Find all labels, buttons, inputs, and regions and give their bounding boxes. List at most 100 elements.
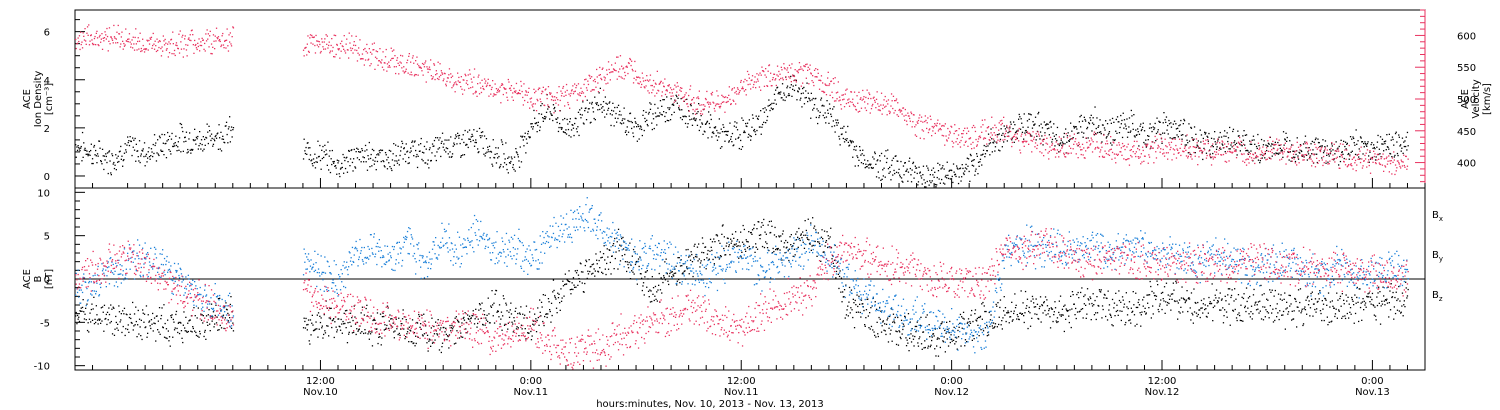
series-bx-point (535, 318, 537, 320)
velocity-series-point (872, 103, 874, 106)
density-series-point (221, 138, 223, 140)
velocity-series-point (182, 34, 184, 36)
velocity-series-point (655, 83, 657, 85)
series-bx-point (594, 270, 596, 272)
velocity-series-point (1264, 150, 1266, 153)
density-series-point (1361, 141, 1364, 143)
density-series-point (1335, 141, 1337, 143)
density-series-point (630, 120, 632, 123)
density-series-point (860, 162, 863, 164)
series-bx-point (178, 332, 181, 335)
velocity-series-point (331, 50, 333, 52)
density-series-point (1060, 139, 1062, 141)
bfield-tick-label: 0 (44, 275, 50, 286)
series-bx-point (317, 336, 319, 338)
density-series-point (1033, 124, 1035, 126)
density-series-point (427, 159, 429, 161)
density-series-point (783, 94, 786, 96)
velocity-series-point (609, 72, 611, 74)
density-series-point (132, 137, 134, 139)
velocity-series-point (407, 72, 409, 74)
density-series-point (1078, 121, 1080, 123)
velocity-series-point (181, 36, 183, 38)
density-series-point (478, 127, 481, 130)
velocity-series-point (758, 86, 761, 88)
density-series-point (1284, 139, 1286, 141)
density-series-point (455, 134, 457, 136)
velocity-series-point (822, 90, 824, 93)
series-bx-point (436, 334, 439, 336)
velocity-series-point (321, 38, 323, 40)
velocity-series-point (108, 40, 110, 42)
velocity-series-point (472, 86, 474, 88)
density-series-point (878, 177, 880, 179)
velocity-series-point (1196, 142, 1198, 144)
density-series-point (656, 124, 658, 126)
velocity-series-point (940, 129, 942, 131)
velocity-series-point (441, 73, 444, 75)
density-series-point (1259, 162, 1261, 164)
density-series-point (882, 175, 884, 177)
density-series-point (1314, 153, 1316, 155)
density-series-point (396, 162, 399, 164)
velocity-series-point (640, 86, 642, 88)
velocity-series-point (1103, 156, 1106, 158)
density-series-point (908, 160, 910, 162)
density-velocity-panel-frame (74, 9, 1426, 189)
series-bx-point (597, 271, 600, 273)
density-series-point (1177, 127, 1179, 129)
velocity-series-point (182, 56, 184, 58)
series-bx-point (625, 249, 627, 251)
density-series-point (1264, 157, 1266, 159)
velocity-series-point (1190, 156, 1192, 158)
density-series-point (594, 119, 596, 121)
density-series-point (1144, 143, 1146, 145)
velocity-series-point (813, 84, 815, 87)
density-series-point (76, 149, 79, 151)
density-series-point (764, 107, 766, 109)
velocity-series-point (965, 140, 967, 142)
series-bx-point (588, 259, 590, 261)
series-bx-point (319, 315, 321, 317)
density-series-point (171, 132, 173, 135)
velocity-series-point (649, 79, 651, 81)
series-bx-point (201, 314, 203, 316)
density-series-point (920, 175, 922, 177)
bfield-tick-label: 10 (37, 188, 50, 199)
density-series-point (689, 119, 691, 121)
velocity-series-point (1326, 149, 1328, 151)
density-series-point (762, 108, 764, 110)
velocity-series-point (483, 78, 486, 80)
velocity-series-point (1217, 138, 1219, 140)
series-bx-point (536, 319, 538, 322)
velocity-series-point (1233, 148, 1235, 150)
series-bx-point (566, 279, 568, 281)
density-series-point (877, 171, 879, 173)
velocity-series-point (109, 43, 111, 45)
velocity-series-point (1068, 152, 1070, 154)
velocity-series-point (723, 96, 725, 99)
velocity-series-point (620, 76, 622, 78)
velocity-series-point (794, 69, 796, 71)
density-series-point (387, 156, 389, 159)
density-series-point (1388, 148, 1390, 150)
density-series-point (946, 161, 948, 163)
density-series-point (776, 86, 779, 88)
density-series-point (172, 145, 174, 148)
velocity-series-point (81, 47, 84, 49)
density-series-point (414, 140, 416, 142)
density-series-point (1049, 120, 1052, 123)
velocity-series-point (510, 85, 513, 87)
velocity-series-point (752, 86, 754, 88)
velocity-series-point (1362, 165, 1364, 167)
series-bx-point (542, 294, 544, 296)
velocity-series-point (554, 99, 556, 101)
velocity-series-point (356, 49, 358, 52)
density-series-point (871, 167, 873, 169)
series-bx-point (618, 250, 620, 252)
series-bx-point (204, 329, 206, 332)
density-series-point (949, 178, 951, 180)
density-series-point (99, 147, 101, 149)
density-series-point (522, 139, 524, 141)
velocity-series-point (93, 37, 96, 40)
